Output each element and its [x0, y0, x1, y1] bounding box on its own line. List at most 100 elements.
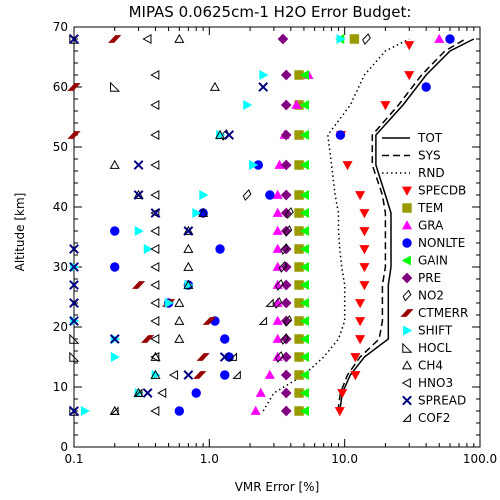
- marker-gra: [264, 369, 275, 379]
- marker-pre: [280, 225, 292, 237]
- marker-hno3: [150, 189, 160, 201]
- marker-pre: [280, 369, 292, 381]
- marker-ch4: [183, 261, 194, 271]
- legend-marker-nonlte: [402, 238, 412, 248]
- line-tot: [339, 38, 475, 412]
- legend-label-cof2: COF2: [418, 411, 450, 425]
- legend-marker-gra: [401, 220, 413, 230]
- marker-pre: [280, 99, 292, 111]
- marker-spread: [150, 208, 161, 218]
- marker-shift: [243, 99, 253, 111]
- marker-pre: [280, 243, 292, 255]
- marker-specdb: [355, 317, 366, 327]
- marker-hno3: [150, 159, 160, 171]
- marker-spread: [69, 406, 79, 416]
- marker-ch4: [150, 369, 161, 379]
- marker-gra: [272, 207, 283, 217]
- marker-gain: [299, 315, 309, 327]
- marker-pre: [280, 387, 292, 399]
- legend-label-tot: TOT: [417, 131, 443, 145]
- marker-hocl: [69, 333, 80, 344]
- marker-pre: [280, 69, 292, 81]
- legend-label-sys: SYS: [418, 149, 441, 163]
- marker-ch4: [174, 297, 185, 307]
- marker-ctmerr: [193, 371, 207, 379]
- marker-tem: [294, 244, 304, 254]
- marker-hno3: [150, 351, 160, 363]
- marker-no2: [275, 279, 284, 291]
- marker-pre: [280, 129, 292, 141]
- marker-tem: [294, 388, 304, 398]
- marker-tem: [294, 190, 304, 200]
- marker-no2: [273, 297, 283, 309]
- marker-gain: [299, 159, 309, 171]
- marker-gain: [299, 369, 309, 381]
- legend-marker-pre: [401, 272, 413, 284]
- marker-shift: [110, 351, 120, 363]
- marker-no2: [280, 243, 290, 255]
- marker-spread: [183, 370, 194, 380]
- y-tick-label: 20: [53, 320, 68, 334]
- marker-tem: [294, 352, 304, 362]
- series-spread: [69, 34, 269, 416]
- marker-cof2: [228, 352, 238, 361]
- marker-gain: [299, 243, 309, 255]
- marker-hocl: [69, 351, 80, 362]
- marker-cof2: [232, 370, 241, 379]
- marker-gain: [299, 189, 309, 201]
- legend-marker-hno3: [401, 377, 411, 389]
- marker-ctmerr: [108, 35, 122, 43]
- marker-hno3: [150, 261, 160, 273]
- marker-gra: [255, 387, 266, 397]
- marker-nonlte: [110, 226, 120, 236]
- marker-spread: [219, 352, 230, 362]
- marker-gra: [291, 99, 302, 109]
- marker-hno3: [168, 369, 179, 381]
- y-tick-label: 10: [53, 380, 68, 394]
- marker-tem: [294, 262, 304, 272]
- legend-label-gain: GAIN: [418, 254, 448, 268]
- marker-gain: [299, 69, 309, 81]
- marker-spread: [258, 82, 269, 92]
- legend-label-nonlte: NONLTE: [418, 236, 465, 250]
- marker-shift: [192, 207, 202, 219]
- marker-specdb: [359, 263, 370, 273]
- marker-pre: [277, 33, 289, 45]
- legend-label-specdb: SPECDB: [418, 184, 466, 198]
- legend-marker-cof2: [402, 413, 411, 422]
- marker-specdb: [359, 227, 370, 237]
- marker-shift: [249, 159, 259, 171]
- legend-marker-tem: [402, 203, 412, 213]
- marker-hno3: [150, 297, 160, 309]
- marker-hno3: [150, 333, 160, 345]
- marker-specdb: [359, 245, 370, 255]
- marker-ctmerr: [67, 83, 81, 91]
- series-tem: [294, 34, 360, 416]
- marker-shift: [259, 69, 269, 81]
- legend-label-shift: SHIFT: [418, 324, 453, 338]
- marker-specdb: [355, 191, 366, 201]
- marker-specdb: [355, 335, 366, 345]
- marker-hno3: [150, 69, 160, 81]
- marker-pre: [280, 405, 292, 417]
- legend-marker-shift: [403, 325, 413, 336]
- marker-specdb: [337, 389, 348, 399]
- marker-specdb: [359, 209, 370, 219]
- marker-spread: [69, 280, 79, 290]
- y-tick-label: 0: [60, 440, 68, 454]
- marker-no2: [275, 351, 284, 363]
- marker-nonlte: [215, 244, 225, 254]
- marker-specdb: [404, 41, 415, 51]
- marker-specdb: [380, 101, 391, 111]
- marker-spread: [142, 388, 153, 398]
- marker-pre: [280, 315, 292, 327]
- marker-spread: [183, 226, 194, 236]
- marker-tem: [294, 370, 304, 380]
- marker-tem: [294, 160, 304, 170]
- marker-shift: [199, 189, 209, 201]
- plot-frame: [73, 26, 481, 448]
- series-hno3: [142, 33, 179, 417]
- marker-shift: [134, 225, 144, 237]
- y-tick-label: 70: [53, 20, 68, 34]
